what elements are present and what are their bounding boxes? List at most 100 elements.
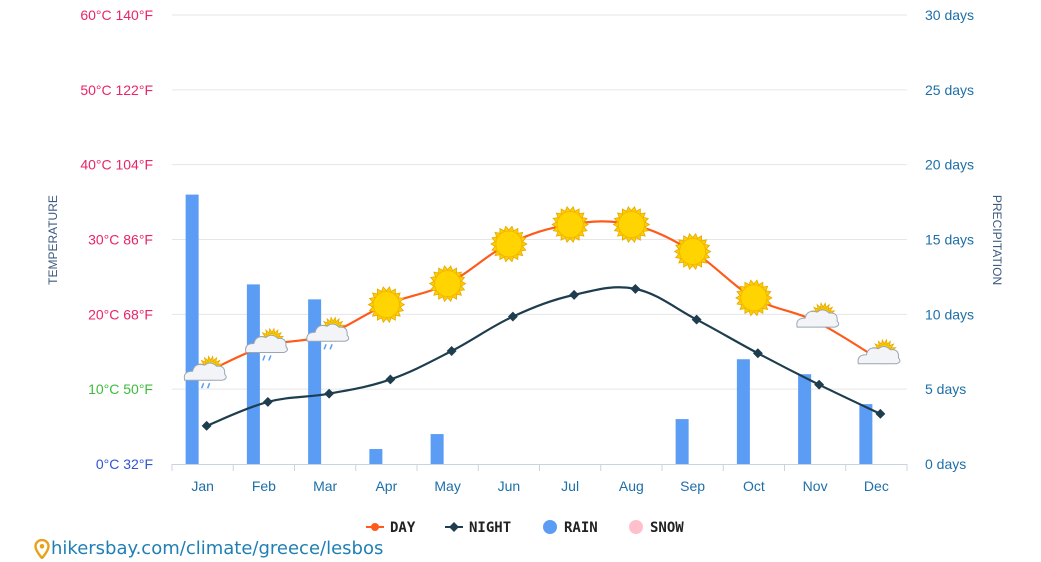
x-axis: Jan Feb Mar Apr May Jun Jul Aug Sep Oct Nov Dec — [171, 464, 908, 494]
y2-axis-title: PRECIPITATION — [990, 195, 1004, 285]
sun-disc — [556, 211, 584, 238]
left-tick-label: 50°C 122°F — [80, 82, 153, 98]
rain-bar — [859, 404, 873, 464]
map-pin-icon — [34, 538, 50, 559]
cloud-shape — [183, 362, 227, 381]
cloud-shape — [796, 309, 840, 328]
right-tick-label: 20 days — [925, 157, 974, 173]
rain-bar — [430, 434, 444, 464]
night-point — [814, 379, 825, 390]
rain-drop — [188, 382, 193, 389]
sun-cloud-icon — [796, 302, 840, 329]
rain-drop — [311, 344, 315, 350]
sun-cloud-icon — [857, 338, 901, 365]
night-point — [691, 314, 702, 325]
month-label: Sep — [680, 478, 705, 494]
night-point — [630, 283, 641, 294]
sun-cloud-rain-icon — [306, 316, 350, 350]
night-point — [201, 420, 212, 431]
rain-bar — [185, 194, 199, 464]
month-label: Nov — [803, 478, 828, 494]
y-axis-title: TEMPERATURE — [46, 195, 60, 285]
legend-item-night[interactable]: NIGHT — [445, 520, 511, 535]
right-tick-label: 15 days — [925, 232, 974, 248]
sun-icon — [673, 232, 712, 270]
month-label: Dec — [864, 478, 889, 494]
sun-disc — [434, 270, 462, 298]
legend-item-snow[interactable]: SNOW — [629, 520, 684, 535]
legend-marker — [629, 520, 643, 534]
sun-disc — [372, 291, 400, 319]
source-link[interactable]: hikersbay.com/climate/greece/lesbos — [34, 538, 383, 559]
cloud-shape — [857, 345, 901, 365]
temperature-lines — [201, 220, 886, 431]
sun-disc — [679, 238, 707, 265]
month-label: Aug — [619, 478, 644, 494]
left-tick-label: 30°C 86°F — [88, 232, 153, 248]
month-label: Feb — [252, 478, 276, 494]
night-point — [446, 346, 457, 356]
month-label: May — [434, 478, 460, 494]
left-tick-label: 40°C 104°F — [80, 157, 153, 173]
legend-label: DAY — [390, 520, 416, 535]
right-tick-label: 25 days — [925, 82, 974, 98]
month-label: Oct — [743, 478, 765, 494]
sun-icon — [490, 225, 528, 263]
day-line — [202, 220, 877, 376]
rain-drop — [250, 355, 254, 361]
rain-drop — [317, 344, 321, 350]
rain-bar — [369, 449, 383, 464]
rain-bar — [675, 419, 689, 464]
sun-cloud-rain-icon — [245, 327, 288, 361]
rain-drop — [268, 355, 272, 361]
climate-chart: 0°C 32°F 10°C 50°F 20°C 68°F 30°C 86°F 40°C … — [46, 7, 1004, 535]
night-point — [875, 408, 886, 419]
sun-icon — [367, 286, 406, 324]
sun-disc — [495, 230, 523, 258]
cloud-shape — [306, 323, 350, 342]
night-point — [507, 311, 518, 322]
right-tick-label: 0 days — [925, 456, 966, 472]
rain-bar — [308, 299, 322, 464]
sun-cloud-rain-icon — [183, 355, 227, 389]
right-tick-label: 10 days — [925, 306, 974, 322]
rain-drop — [206, 382, 211, 389]
night-point — [262, 396, 273, 407]
rain-bar — [736, 359, 750, 464]
sun-disc — [740, 284, 768, 312]
rain-drop — [262, 355, 266, 361]
rain-bar — [798, 374, 812, 464]
legend-label: SNOW — [650, 520, 684, 535]
left-tick-label: 0°C 32°F — [96, 456, 153, 472]
legend-label: NIGHT — [469, 520, 511, 535]
rain-drop — [200, 382, 205, 389]
rain-drop — [256, 355, 260, 361]
night-point — [324, 388, 335, 399]
left-tick-label: 10°C 50°F — [88, 381, 153, 397]
source-url: hikersbay.com/climate/greece/lesbos — [51, 538, 384, 559]
rain-drop — [194, 382, 199, 389]
legend-item-day[interactable]: DAY — [366, 520, 416, 535]
legend-marker — [449, 522, 459, 532]
sun-icon — [551, 206, 589, 244]
sun-disc — [617, 211, 645, 238]
month-label: Mar — [313, 478, 337, 494]
rain-drop — [323, 344, 327, 350]
month-label: Jan — [191, 478, 214, 494]
cloud-shape — [245, 334, 288, 354]
legend-item-rain[interactable]: RAIN — [543, 520, 598, 535]
rain-drop — [329, 344, 333, 350]
right-tick-label: 5 days — [925, 381, 966, 397]
legend-marker — [543, 520, 557, 534]
month-label: Jul — [561, 478, 579, 494]
left-tick-label: 20°C 68°F — [88, 306, 153, 322]
rain-bar — [246, 284, 260, 464]
grid-lines — [172, 14, 907, 390]
legend[interactable]: DAY NIGHT RAIN SNOW — [366, 520, 684, 535]
month-label: Apr — [375, 478, 397, 494]
weather-icons — [183, 206, 901, 389]
sun-icon — [735, 279, 773, 317]
right-axis: 0 days 5 days 10 days 15 days 20 days 25 days… — [925, 7, 974, 472]
month-label: Jun — [498, 478, 521, 494]
night-point — [385, 374, 396, 385]
